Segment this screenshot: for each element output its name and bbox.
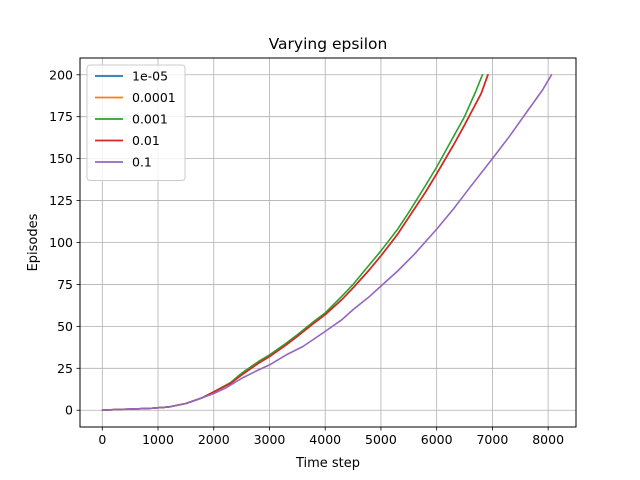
x-tick-label: 5000 (365, 432, 397, 447)
x-tick-label: 2000 (198, 432, 230, 447)
legend-entry: 0.01 (132, 133, 160, 148)
series-lines (101, 74, 553, 412)
x-tick-label: 8000 (532, 432, 564, 447)
chart-title: Varying epsilon (269, 35, 388, 53)
x-tick-label: 6000 (421, 432, 453, 447)
x-tick-label: 0 (98, 432, 106, 447)
ticks: 0 1000 2000 3000 4000 5000 6000 7000 8000 0 25 50 75… (49, 67, 564, 447)
y-tick-label: 150 (49, 151, 73, 166)
x-tick-label: 4000 (309, 432, 341, 447)
y-tick-label: 50 (57, 319, 73, 334)
y-tick-label: 25 (57, 361, 73, 376)
legend: 1e-05 0.0001 0.001 0.01 0.1 (86, 64, 186, 181)
x-tick-label: 7000 (476, 432, 508, 447)
y-axis-label: Episodes (26, 213, 41, 271)
y-tick-label: 100 (49, 235, 73, 250)
legend-box (86, 64, 186, 181)
y-tick-label: 0 (65, 403, 73, 418)
legend-entry: 0.1 (132, 155, 152, 170)
series-line-0.1 (101, 74, 553, 412)
grid (80, 58, 576, 427)
legend-entry: 0.001 (132, 112, 168, 127)
y-tick-label: 175 (49, 109, 73, 124)
legend-entry: 1e-05 (132, 69, 168, 84)
legend-entry: 0.0001 (132, 90, 176, 105)
x-tick-label: 1000 (142, 432, 174, 447)
x-tick-label: 3000 (254, 432, 286, 447)
y-tick-label: 75 (57, 277, 73, 292)
x-axis-label: Time step (295, 456, 360, 471)
y-tick-label: 200 (49, 67, 73, 82)
y-tick-label: 125 (49, 193, 73, 208)
